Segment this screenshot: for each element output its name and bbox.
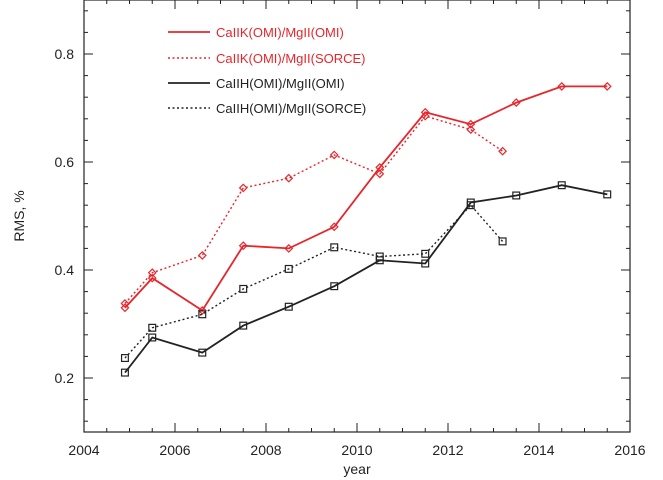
- series-3: [120, 181, 612, 377]
- diamond-marker: [375, 169, 385, 179]
- square-marker: [148, 333, 157, 342]
- diamond-marker: [420, 111, 430, 121]
- series-4: [120, 201, 507, 363]
- series-2: [120, 111, 508, 308]
- ticks-layer: 2004 2006 2008 2010 2012 2014 2016 0.2 0.4 0.6 0.8: [55, 0, 646, 458]
- legend-label: CaIIH(OMI)/MgII(OMI): [216, 76, 345, 91]
- y-tick-label: 0.8: [55, 46, 75, 62]
- diamond-marker: [329, 150, 339, 160]
- diamond-marker: [238, 241, 248, 251]
- diamond-marker: [329, 222, 339, 232]
- square-marker: [421, 259, 430, 268]
- legend: CaIIK(OMI)/MgII(OMI) CaIIK(OMI)/MgII(SORC…: [168, 25, 366, 116]
- square-marker: [498, 237, 507, 246]
- x-tick-label: 2004: [68, 442, 99, 458]
- diamond-marker: [511, 98, 521, 108]
- square-marker: [148, 323, 157, 332]
- series-line: [124, 204, 504, 359]
- diamond-marker: [120, 303, 130, 313]
- legend-label: CaIIK(OMI)/MgII(SORCE): [216, 51, 366, 66]
- diamond-marker: [602, 81, 612, 91]
- diamond-marker: [147, 268, 157, 278]
- x-tick-label: 2016: [614, 442, 645, 458]
- diamond-marker: [284, 173, 294, 183]
- diamond-marker: [197, 306, 207, 315]
- square-marker: [284, 264, 293, 273]
- square-marker: [239, 321, 248, 330]
- square-marker: [466, 201, 475, 210]
- diamond-marker: [238, 183, 248, 193]
- x-tick-label: 2012: [432, 442, 463, 458]
- square-marker: [198, 310, 207, 319]
- square-marker: [557, 181, 566, 190]
- series-line: [124, 85, 608, 312]
- diamond-marker: [466, 125, 476, 135]
- legend-label: CaIIK(OMI)/MgII(OMI): [216, 25, 344, 40]
- square-marker: [375, 252, 384, 261]
- square-marker: [330, 243, 339, 252]
- diamond-marker: [147, 273, 157, 283]
- series-layer: [120, 81, 612, 377]
- square-marker: [284, 302, 293, 311]
- y-tick-label: 0.6: [55, 154, 75, 170]
- diamond-marker: [284, 243, 294, 253]
- diamond-marker: [120, 299, 130, 308]
- series-line: [124, 184, 608, 374]
- diamond-marker: [557, 81, 567, 91]
- diamond-marker: [466, 119, 476, 129]
- square-marker: [198, 348, 207, 357]
- x-tick-label: 2014: [523, 442, 554, 458]
- series-1: [120, 81, 612, 315]
- series-line: [124, 115, 503, 304]
- y-axis-label: RMS, %: [11, 190, 27, 241]
- square-marker: [120, 368, 129, 377]
- x-axis-label: year: [343, 461, 371, 477]
- x-tick-label: 2010: [341, 442, 372, 458]
- square-marker: [512, 191, 521, 200]
- square-marker: [421, 249, 430, 258]
- diamond-marker: [197, 250, 207, 260]
- square-marker: [239, 284, 248, 293]
- x-tick-label: 2006: [159, 442, 190, 458]
- y-tick-label: 0.4: [55, 262, 75, 278]
- x-tick-label: 2008: [250, 442, 281, 458]
- legend-label: CaIIH(OMI)/MgII(SORCE): [216, 101, 366, 116]
- square-marker: [120, 354, 129, 363]
- diamond-marker: [498, 146, 508, 156]
- square-marker: [603, 190, 612, 199]
- y-tick-label: 0.2: [55, 370, 75, 386]
- square-marker: [330, 282, 339, 291]
